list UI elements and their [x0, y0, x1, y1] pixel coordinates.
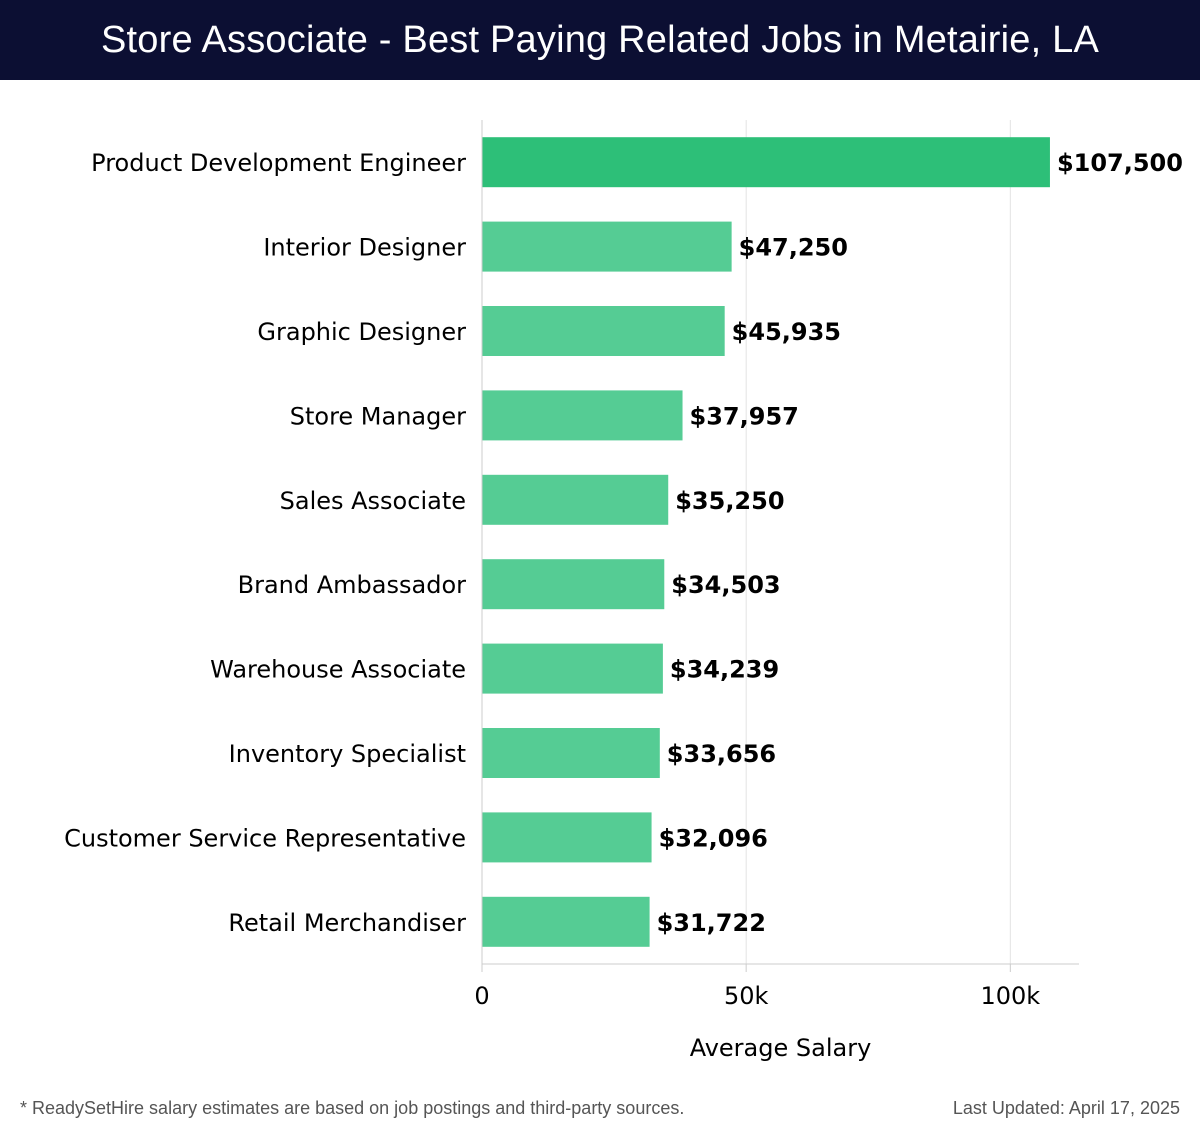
value-label: $34,239	[670, 656, 779, 684]
category-label: Graphic Designer	[257, 318, 466, 346]
bar-7	[482, 728, 660, 778]
value-label: $33,656	[667, 740, 776, 768]
footer: * ReadySetHire salary estimates are base…	[20, 1098, 1180, 1119]
category-label: Brand Ambassador	[238, 571, 466, 599]
value-label: $107,500	[1057, 149, 1183, 177]
bar-2	[482, 306, 725, 356]
bar-0	[482, 137, 1050, 188]
bar-5	[482, 559, 665, 610]
bar-6	[482, 643, 663, 694]
bar-8	[482, 812, 652, 863]
category-label: Retail Merchandiser	[228, 909, 466, 937]
last-updated: Last Updated: April 17, 2025	[952, 1098, 1180, 1118]
x-tick-label: 100k	[980, 982, 1040, 1010]
category-label: Inventory Specialist	[229, 740, 466, 768]
x-axis-title: Average Salary	[690, 1034, 872, 1062]
category-label: Product Development Engineer	[91, 149, 466, 177]
category-label: Interior Designer	[263, 234, 466, 262]
value-label: $37,957	[690, 402, 799, 430]
bar-3	[482, 390, 683, 441]
footer-note: * ReadySetHire salary estimates are base…	[20, 1098, 685, 1118]
x-tick-label: 0	[474, 982, 489, 1010]
x-tick-label: 50k	[724, 982, 769, 1010]
title-bar: Store Associate - Best Paying Related Jo…	[0, 0, 1200, 80]
category-label: Store Manager	[290, 402, 466, 430]
chart-title: Store Associate - Best Paying Related Jo…	[101, 18, 1099, 61]
bar-chart: Product Development Engineer $107,500 Inte…	[64, 120, 1183, 1062]
value-label: $45,935	[732, 318, 841, 346]
value-label: $31,722	[657, 909, 766, 937]
value-label: $47,250	[739, 234, 848, 262]
bar-1	[482, 221, 732, 272]
category-label: Sales Associate	[280, 487, 466, 515]
value-label: $32,096	[659, 824, 768, 852]
value-label: $34,503	[671, 571, 780, 599]
category-label: Warehouse Associate	[210, 656, 466, 684]
value-label: $35,250	[675, 487, 784, 515]
bar-9	[482, 896, 650, 947]
category-label: Customer Service Representative	[64, 824, 466, 852]
bar-4	[482, 474, 669, 525]
